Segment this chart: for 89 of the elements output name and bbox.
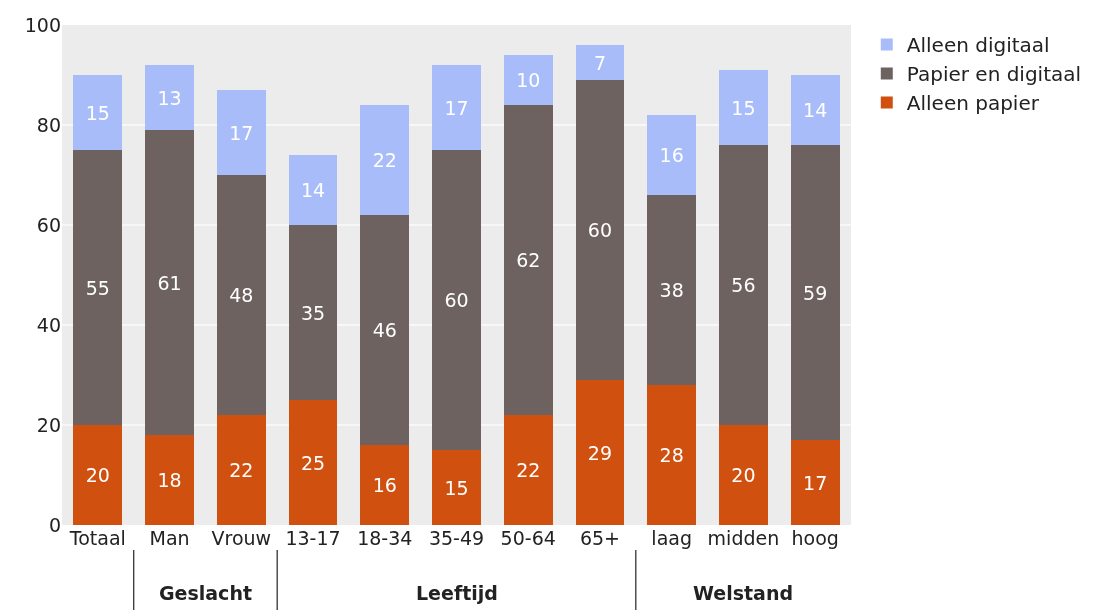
bar — [503, 415, 553, 525]
bar — [216, 90, 266, 175]
bar — [790, 75, 840, 145]
bar — [719, 145, 768, 425]
text: Leeftijd — [416, 582, 498, 604]
bar — [432, 450, 481, 525]
x-tick-label: laag — [651, 527, 692, 549]
data-label: 14 — [300, 179, 326, 201]
data-label: 62 — [516, 249, 541, 271]
data-label: 46 — [372, 319, 397, 341]
data-label: 18 — [157, 469, 182, 491]
data-label: 10 — [516, 69, 541, 91]
text: Geslacht — [159, 582, 252, 604]
legend-label: Alleen digitaal — [906, 33, 1050, 58]
x-tick-label: 50-64 — [500, 527, 556, 549]
data-label: 48 — [229, 284, 254, 306]
data-label: 61 — [157, 271, 182, 294]
legend-label: Papier en digitaal — [906, 62, 1082, 87]
x-tick-label: midden — [707, 527, 780, 549]
bar — [503, 105, 553, 415]
data-label: 7 — [593, 51, 606, 74]
bar — [360, 215, 410, 445]
x-tick-label: 18-34 — [357, 527, 413, 549]
data-label: 15 — [444, 476, 469, 499]
text: Welstand — [693, 582, 794, 604]
bar — [575, 80, 625, 380]
data-label: 60 — [444, 289, 469, 311]
bar — [432, 150, 481, 450]
bar — [719, 70, 768, 145]
bar — [216, 415, 266, 525]
bar — [145, 130, 194, 435]
bar — [73, 150, 123, 425]
bar — [647, 385, 697, 525]
bar — [432, 65, 481, 150]
y-tick-label: 40 — [36, 313, 61, 336]
x-tick-label: hoog — [791, 527, 839, 549]
bar — [360, 105, 410, 215]
bar — [575, 45, 625, 80]
x-tick-label: 13-17 — [285, 527, 341, 549]
data-label: 16 — [372, 474, 397, 496]
x-tick-label: Totaal — [68, 527, 126, 549]
bar — [790, 440, 840, 525]
bar — [503, 55, 553, 105]
bar — [790, 145, 840, 440]
data-label: 56 — [731, 274, 756, 296]
x-tick-label: Vrouw — [211, 527, 272, 549]
data-label: 17 — [229, 121, 254, 144]
bar — [73, 75, 123, 150]
data-label: 20 — [85, 464, 110, 486]
bar — [288, 225, 338, 400]
bar — [73, 425, 123, 525]
x-tick-label: Man — [149, 527, 190, 549]
data-label: 13 — [157, 86, 182, 109]
data-label: 59 — [803, 281, 828, 304]
data-label: 22 — [516, 459, 541, 481]
bar — [647, 115, 697, 195]
data-label: 29 — [587, 441, 613, 464]
bar — [216, 175, 266, 415]
bar — [719, 425, 768, 525]
x-tick-label: 35-49 — [428, 527, 485, 549]
data-label: 20 — [731, 464, 756, 486]
bar — [145, 435, 194, 525]
data-label: 17 — [803, 471, 828, 494]
data-label: 22 — [372, 149, 397, 171]
y-tick-label: 80 — [36, 113, 61, 136]
data-label: 55 — [85, 276, 110, 299]
data-label: 60 — [587, 219, 613, 241]
bar — [288, 155, 338, 225]
legend-label: Alleen papier — [906, 91, 1040, 116]
x-tick-label: 65+ — [579, 527, 620, 549]
y-tick-label: 100 — [24, 13, 61, 36]
data-label: 35 — [300, 301, 326, 324]
data-label: 15 — [85, 101, 110, 124]
data-label: 16 — [659, 144, 684, 166]
y-tick-label: 20 — [36, 413, 61, 436]
data-label: 17 — [444, 96, 469, 119]
bar — [360, 445, 410, 525]
data-label: 15 — [731, 96, 756, 119]
bar — [575, 380, 625, 525]
y-tick-label: 0 — [48, 513, 61, 536]
data-label: 14 — [803, 99, 828, 121]
bar — [145, 65, 194, 130]
data-label: 38 — [659, 279, 684, 301]
data-label: 28 — [659, 444, 684, 466]
y-tick-label: 60 — [36, 213, 61, 236]
data-label: 22 — [229, 459, 254, 481]
bar — [288, 400, 338, 525]
bar — [647, 195, 697, 385]
data-label: 25 — [300, 451, 326, 474]
